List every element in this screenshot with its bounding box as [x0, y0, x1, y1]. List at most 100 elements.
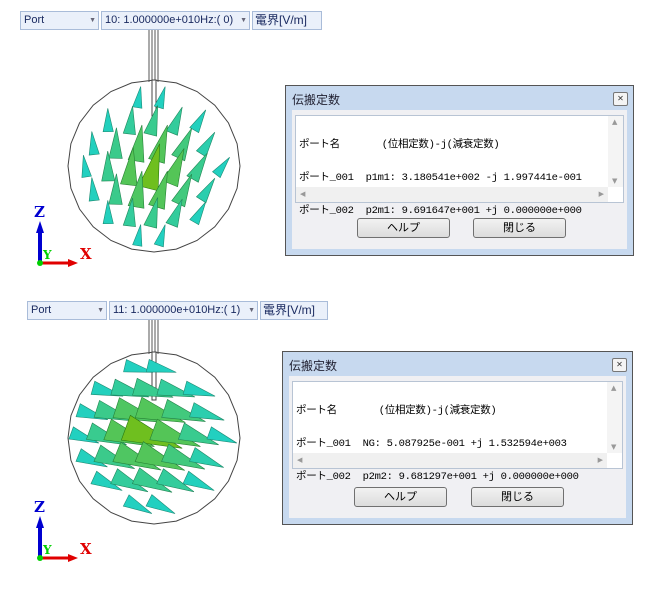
- field-vector-cone: [132, 86, 143, 109]
- waveguide-outline: [67, 79, 241, 253]
- help-button[interactable]: ヘルプ: [357, 218, 450, 238]
- field-vector-cone: [153, 86, 166, 110]
- x-axis-arrowhead: [68, 259, 78, 267]
- list-item: ポート名 (位相定数)-j(減衰定数): [299, 139, 500, 151]
- vertical-scrollbar[interactable]: ▲ ▼: [608, 116, 623, 187]
- scroll-right-icon[interactable]: ▶: [598, 190, 604, 198]
- list-item: ポート_002 p2m1: 9.691647e+001 +j 0.000000e…: [299, 205, 582, 217]
- scroll-left-icon[interactable]: ◀: [300, 190, 306, 198]
- port-select[interactable]: Port ▼: [20, 11, 99, 30]
- scroll-up-icon[interactable]: ▲: [611, 384, 617, 392]
- field-vector-cone: [165, 198, 183, 228]
- field-vector-cone: [171, 174, 193, 208]
- field-vector-cone: [122, 494, 153, 514]
- field-vector-cone: [138, 143, 160, 192]
- propagation-constant-dialog-1: 伝搬定数 ✕ ポート名 (位相定数)-j(減衰定数) ポート_001 p1m1:…: [285, 85, 634, 256]
- list-item: ポート_001 NG: 5.087925e-001 +j 1.532594e+0…: [296, 438, 567, 450]
- frequency-select-value: 10: 1.000000e+010Hz:( 0): [105, 14, 234, 26]
- chevron-down-icon: ▼: [89, 17, 96, 24]
- results-text: ポート名 (位相定数)-j(減衰定数) ポート_001 p1m1: 3.1805…: [299, 118, 607, 239]
- field-vector-cone: [143, 105, 159, 137]
- field-vector-cone: [102, 108, 114, 133]
- chevron-down-icon: ▼: [240, 17, 247, 24]
- results-list[interactable]: ポート名 (位相定数)-j(減衰定数) ポート_001 NG: 5.087925…: [292, 381, 623, 483]
- y-axis-marker: [37, 555, 43, 561]
- dialog-title: 伝搬定数: [292, 93, 341, 107]
- port-select[interactable]: Port ▼: [27, 301, 107, 320]
- field-vector-cone: [186, 152, 208, 183]
- scroll-down-icon[interactable]: ▼: [612, 177, 618, 185]
- field-vector-cone: [156, 468, 195, 493]
- help-button[interactable]: ヘルプ: [354, 487, 447, 507]
- field-vector-cone: [161, 148, 185, 188]
- field-vector-cone: [189, 109, 207, 134]
- chevron-down-icon: ▼: [97, 307, 104, 314]
- chevron-down-icon: ▼: [248, 307, 255, 314]
- field-vector-cone: [206, 426, 238, 444]
- scroll-up-icon[interactable]: ▲: [612, 118, 618, 126]
- close-icon[interactable]: ✕: [613, 92, 628, 106]
- field-vector-cone: [123, 359, 154, 373]
- field-type-label[interactable]: 電界[V/m]: [252, 11, 322, 30]
- frequency-select[interactable]: 10: 1.000000e+010Hz:( 0) ▼: [101, 11, 250, 30]
- field-view-1[interactable]: Z Y X: [0, 30, 280, 295]
- field-vector-cone: [145, 358, 177, 373]
- field-vector-cone: [131, 467, 173, 493]
- field-vector-cone: [161, 443, 206, 470]
- dialog-body: ポート名 (位相定数)-j(減衰定数) ポート_001 NG: 5.087925…: [289, 376, 626, 518]
- field-vector-cone: [108, 127, 123, 159]
- z-axis-arrowhead: [36, 516, 44, 528]
- field-vector-cone: [188, 447, 224, 468]
- field-vector-cone: [88, 177, 100, 202]
- list-item: ポート名 (位相定数)-j(減衰定数): [296, 405, 497, 417]
- results-text: ポート名 (位相定数)-j(減衰定数) ポート_001 NG: 5.087925…: [296, 384, 606, 505]
- field-view-2[interactable]: Z Y X: [0, 320, 280, 590]
- scroll-left-icon[interactable]: ◀: [297, 456, 303, 464]
- field-vector-cone: [189, 201, 207, 226]
- field-type-label[interactable]: 電界[V/m]: [260, 301, 328, 320]
- frequency-select[interactable]: 11: 1.000000e+010Hz:( 1) ▼: [109, 301, 258, 320]
- field-vector-cone: [101, 150, 116, 182]
- field-vector-cone: [122, 105, 136, 135]
- field-vector-cone: [182, 470, 215, 491]
- x-axis-arrowhead: [68, 554, 78, 562]
- close-button[interactable]: 閉じる: [473, 218, 566, 238]
- propagation-constant-dialog-2: 伝搬定数 ✕ ポート名 (位相定数)-j(減衰定数) ポート_001 NG: 5…: [282, 351, 633, 525]
- x-axis-label: X: [80, 540, 92, 558]
- list-item: ポート_002 p2m2: 9.681297e+001 +j 0.000000e…: [296, 471, 579, 483]
- port-select-value: Port: [31, 304, 52, 316]
- scroll-down-icon[interactable]: ▼: [611, 443, 617, 451]
- y-axis-marker: [37, 260, 43, 266]
- field-vector-cone: [153, 224, 166, 248]
- field-vector-cone: [165, 106, 183, 136]
- vertical-scrollbar[interactable]: ▲ ▼: [607, 382, 622, 453]
- list-item: ポート_001 p1m1: 3.180541e+002 -j 1.997441e…: [299, 172, 582, 184]
- field-vector-cone: [143, 197, 159, 229]
- frequency-select-value: 11: 1.000000e+010Hz:( 1): [113, 304, 241, 316]
- close-button[interactable]: 閉じる: [471, 487, 564, 507]
- field-vector-cone: [132, 224, 143, 247]
- field-vector-cone: [195, 132, 216, 158]
- field-vector-cone: [195, 178, 216, 204]
- z-axis-label: Z: [34, 203, 45, 221]
- dialog-title: 伝搬定数: [289, 359, 338, 373]
- dialog-body: ポート名 (位相定数)-j(減衰定数) ポート_001 p1m1: 3.1805…: [292, 110, 627, 249]
- z-axis-arrowhead: [36, 221, 44, 233]
- close-icon[interactable]: ✕: [612, 358, 627, 372]
- z-axis-label: Z: [34, 498, 45, 516]
- field-vector-cone: [122, 197, 136, 227]
- field-vector-cone: [120, 147, 138, 187]
- waveguide-outline: [67, 351, 241, 525]
- field-vector-cone: [88, 131, 100, 156]
- horizontal-scrollbar[interactable]: ◀ ▶: [293, 453, 607, 468]
- field-vector-cone: [145, 494, 176, 514]
- field-vector-cone: [212, 157, 230, 179]
- scroll-right-icon[interactable]: ▶: [597, 456, 603, 464]
- port-select-value: Port: [24, 14, 45, 26]
- field-vector-cone: [102, 200, 114, 225]
- results-list[interactable]: ポート名 (位相定数)-j(減衰定数) ポート_001 p1m1: 3.1805…: [295, 115, 624, 217]
- horizontal-scrollbar[interactable]: ◀ ▶: [296, 187, 608, 202]
- x-axis-label: X: [80, 245, 92, 263]
- y-axis-label: Y: [42, 248, 52, 262]
- field-vector-cone: [81, 155, 92, 178]
